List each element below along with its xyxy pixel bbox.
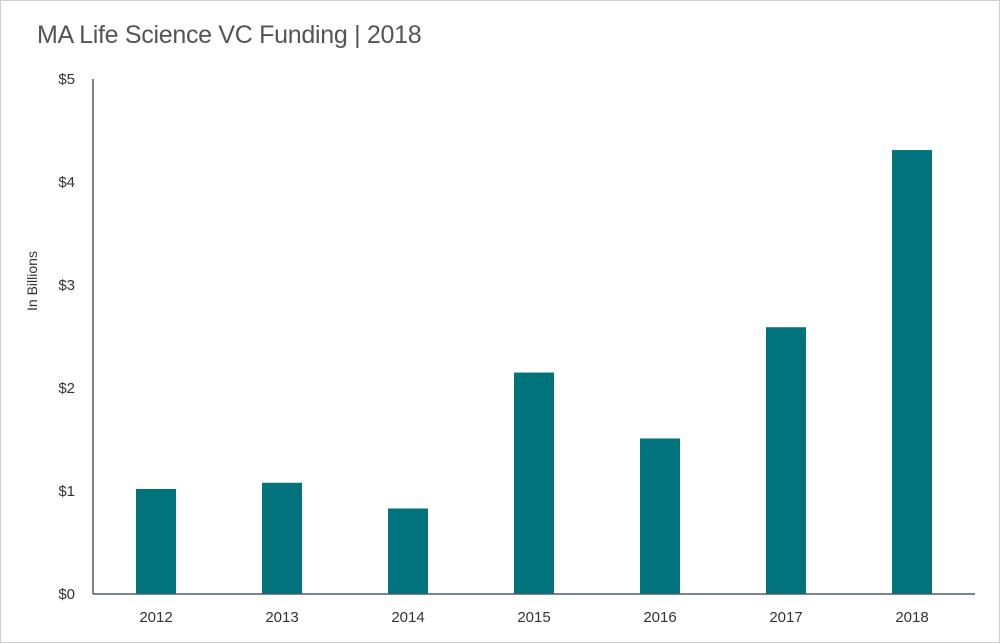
x-tick-label: 2015 [517,609,550,626]
y-tick-label: $4 [58,174,75,191]
y-tick-label: $3 [58,277,75,294]
x-tick-label: 2013 [265,609,298,626]
x-axis-ticks: 2012 2013 2014 2015 2016 2017 2018 [139,609,928,626]
bar-2012 [136,488,176,594]
y-axis-title: In Billions [24,251,40,311]
bar-2017 [766,327,806,594]
bar-2015 [514,372,554,594]
y-tick-label: $5 [58,71,75,88]
y-tick-label: $2 [58,380,75,397]
y-tick-label: $0 [58,586,75,603]
bars [136,150,932,594]
bar-2018 [892,150,932,594]
x-tick-label: 2012 [139,609,172,626]
bar-2013 [262,482,302,594]
x-tick-label: 2014 [391,609,424,626]
x-tick-label: 2016 [643,609,676,626]
bar-2014 [388,508,428,594]
chart-title: MA Life Science VC Funding | 2018 [37,21,422,49]
x-tick-label: 2018 [895,609,928,626]
bar-2016 [640,438,680,594]
y-axis-ticks: $0 $1 $2 $3 $4 $5 [58,71,75,603]
y-tick-label: $1 [58,483,75,500]
x-tick-label: 2017 [769,609,802,626]
